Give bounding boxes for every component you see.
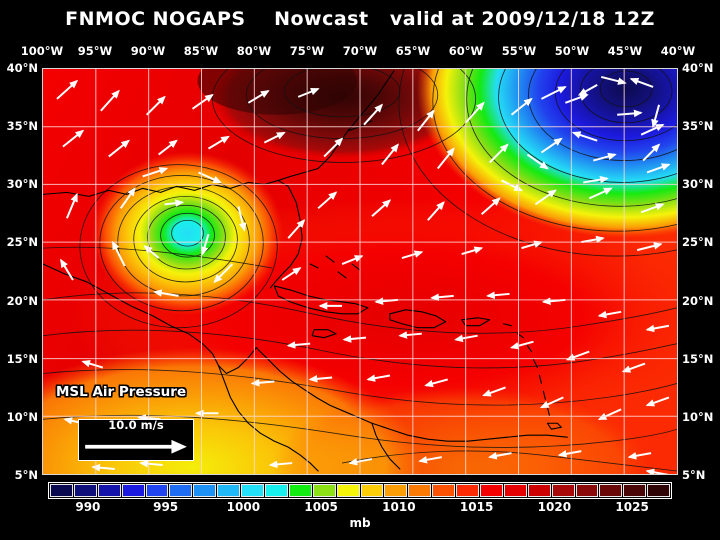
coastline-overlay: [43, 70, 568, 472]
colorbar-swatch: [480, 484, 503, 497]
longitude-tick: 50°W: [554, 44, 590, 58]
longitude-tick: 40°W: [660, 44, 696, 58]
colorbar-swatch: [360, 484, 384, 497]
pressure-colorbar: [48, 482, 672, 499]
colorbar-swatch: [312, 484, 336, 497]
latitude-tick-right: 35°N: [682, 119, 714, 134]
latitude-tick-left: 40°N: [6, 61, 38, 75]
colorbar-swatch: [265, 484, 288, 497]
latitude-tick-left: 10°N: [6, 409, 38, 424]
colorbar-tick: 1000: [226, 500, 261, 514]
latitude-tick-left: 30°N: [6, 177, 38, 192]
colorbar-swatch: [599, 484, 623, 497]
map-plot-area: MSL Air Pressure 10.0 m/s: [42, 68, 678, 475]
longitude-tick: 100°W: [20, 44, 64, 58]
colorbar-swatch: [145, 484, 169, 497]
colorbar-tick: 1025: [615, 500, 649, 514]
latitude-tick-right: 10°N: [682, 409, 714, 424]
colorbar-swatch: [432, 484, 456, 497]
longitude-tick: 60°W: [448, 44, 484, 58]
colorbar-swatch: [551, 484, 575, 497]
longitude-axis: 100°W 95°W 90°W 85°W 80°W 75°W 70°W 65°W 60°W 55°…: [0, 44, 720, 60]
isobar-lines-field: [43, 69, 677, 472]
latitude-tick-right: 25°N: [682, 235, 714, 250]
latitude-tick-right: 40°N: [682, 61, 714, 75]
colorbar-tick: 995: [153, 500, 179, 514]
colorbar-swatch: [193, 484, 217, 497]
isobar-lines-gulf-low: [79, 164, 278, 329]
latitude-tick-right: 20°N: [682, 293, 714, 308]
colorbar-swatch: [73, 484, 97, 497]
latitude-tick-left: 25°N: [6, 235, 38, 250]
longitude-tick: 55°W: [501, 44, 537, 58]
latitude-tick-left: 20°N: [6, 293, 38, 308]
latitude-tick-right: 15°N: [682, 351, 714, 366]
colorbar-tick: 990: [75, 500, 101, 514]
colorbar-tick: 1015: [459, 500, 494, 514]
colorbar-tick: 1020: [537, 500, 572, 514]
longitude-tick: 80°W: [236, 44, 272, 58]
colorbar-swatch: [169, 484, 193, 497]
colorbar-swatch: [527, 484, 551, 497]
colorbar-swatch: [288, 484, 312, 497]
colorbar-swatch: [503, 484, 527, 497]
longitude-tick: 90°W: [130, 44, 166, 58]
wind-vector-legend: 10.0 m/s: [78, 419, 194, 461]
colorbar-swatch: [121, 484, 145, 497]
colorbar-swatch: [50, 484, 73, 497]
colorbar-tick-labels: 990 995 1000 1005 1010 1015 1020 1025: [0, 500, 720, 516]
longitude-tick: 70°W: [342, 44, 378, 58]
latitude-axis-left: 40°N 35°N 30°N 25°N 20°N 15°N 10°N 5°N: [0, 0, 40, 540]
page-title: FNMOC NOGAPS Nowcast valid at 2009/12/18…: [65, 8, 655, 30]
longitude-tick: 95°W: [77, 44, 113, 58]
colorbar-unit-label: mb: [349, 516, 371, 530]
colorbar-tick: 1010: [382, 500, 416, 514]
colorbar-swatch: [384, 484, 408, 497]
colorbar-swatch: [647, 484, 671, 497]
colorbar-swatch: [408, 484, 432, 497]
latitude-axis-right: 40°N 35°N 30°N 25°N 20°N 15°N 10°N 5°N: [680, 0, 720, 540]
latlon-gridlines: [43, 69, 677, 474]
latitude-tick-left: 5°N: [14, 468, 38, 482]
right-arrow-icon: [85, 439, 187, 454]
latitude-tick-left: 15°N: [6, 351, 38, 366]
figure-title-bar: FNMOC NOGAPS Nowcast valid at 2009/12/18…: [0, 6, 720, 32]
colorbar-swatch: [241, 484, 265, 497]
field-label: MSL Air Pressure: [56, 384, 187, 400]
latitude-tick-right: 30°N: [682, 177, 714, 192]
colorbar-swatch: [623, 484, 647, 497]
colorbar-swatch: [456, 484, 480, 497]
colorbar-tick: 1005: [304, 500, 338, 514]
colorbar-swatch: [336, 484, 360, 497]
colorbar-swatch: [575, 484, 599, 497]
longitude-tick: 65°W: [395, 44, 431, 58]
colorbar-swatch: [217, 484, 241, 497]
wind-legend-magnitude: 10.0 m/s: [108, 418, 164, 432]
longitude-tick: 45°W: [607, 44, 643, 58]
longitude-tick: 85°W: [183, 44, 219, 58]
map-canvas: [43, 69, 677, 474]
colorbar-swatch: [97, 484, 121, 497]
latitude-tick-right: 5°N: [682, 468, 706, 482]
latitude-tick-left: 35°N: [6, 119, 38, 134]
longitude-tick: 75°W: [289, 44, 325, 58]
